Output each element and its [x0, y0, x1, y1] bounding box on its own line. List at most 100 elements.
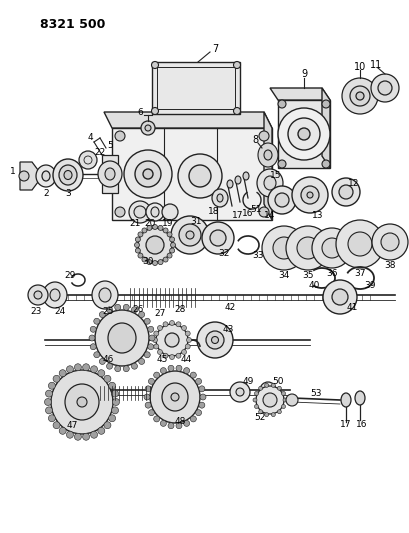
Circle shape [145, 402, 151, 408]
Circle shape [147, 344, 153, 350]
Circle shape [108, 382, 115, 389]
Circle shape [45, 390, 52, 397]
Ellipse shape [257, 143, 277, 167]
Circle shape [138, 312, 144, 318]
Text: 46: 46 [102, 356, 113, 365]
Circle shape [106, 307, 112, 313]
Text: 35: 35 [301, 271, 313, 280]
Text: 11: 11 [369, 60, 381, 70]
Circle shape [153, 331, 158, 336]
Circle shape [277, 160, 285, 168]
Circle shape [254, 392, 258, 395]
Text: 5: 5 [107, 141, 112, 149]
Circle shape [141, 121, 155, 135]
Text: 51: 51 [249, 206, 261, 214]
Ellipse shape [146, 236, 164, 254]
Circle shape [276, 410, 281, 414]
Circle shape [48, 382, 55, 389]
Circle shape [144, 352, 150, 358]
Circle shape [99, 312, 105, 318]
Text: 8: 8 [251, 135, 257, 145]
Circle shape [131, 307, 137, 313]
Circle shape [321, 100, 329, 108]
Polygon shape [270, 88, 329, 100]
Ellipse shape [171, 393, 179, 401]
Text: 32: 32 [218, 249, 229, 259]
Text: 39: 39 [363, 280, 375, 289]
Polygon shape [104, 112, 271, 128]
Text: 28: 28 [174, 305, 185, 314]
Ellipse shape [164, 333, 179, 347]
Ellipse shape [129, 201, 151, 223]
Circle shape [168, 365, 173, 372]
Text: 30: 30 [142, 257, 153, 266]
Ellipse shape [138, 228, 172, 262]
Ellipse shape [155, 324, 188, 356]
Circle shape [175, 423, 182, 429]
Ellipse shape [272, 237, 294, 259]
Text: 37: 37 [353, 270, 365, 279]
Circle shape [282, 398, 286, 402]
Ellipse shape [51, 370, 113, 434]
Circle shape [185, 331, 190, 336]
Ellipse shape [59, 165, 77, 185]
Text: 52: 52 [254, 414, 265, 423]
Text: 15: 15 [270, 172, 281, 181]
Ellipse shape [95, 310, 148, 366]
Text: 6: 6 [137, 108, 142, 117]
Circle shape [252, 398, 256, 402]
Text: 17: 17 [339, 421, 351, 430]
Circle shape [137, 253, 143, 258]
Ellipse shape [150, 371, 200, 423]
Ellipse shape [259, 382, 275, 398]
Circle shape [108, 415, 115, 422]
Text: 26: 26 [132, 305, 143, 314]
Ellipse shape [211, 336, 218, 343]
Ellipse shape [124, 150, 172, 198]
Ellipse shape [143, 169, 153, 179]
Text: 53: 53 [310, 390, 321, 399]
Circle shape [131, 363, 137, 369]
Text: 24: 24 [54, 308, 65, 317]
Text: 33: 33 [252, 252, 263, 261]
Circle shape [175, 365, 182, 372]
Text: 49: 49 [242, 377, 253, 386]
Circle shape [111, 407, 118, 414]
Circle shape [166, 253, 172, 258]
Circle shape [115, 304, 120, 310]
Circle shape [264, 383, 268, 387]
Ellipse shape [347, 232, 371, 256]
Circle shape [186, 337, 191, 343]
Circle shape [90, 431, 97, 438]
Circle shape [135, 248, 140, 253]
Circle shape [190, 372, 196, 378]
Ellipse shape [98, 161, 122, 187]
Circle shape [370, 74, 398, 102]
Text: 45: 45 [156, 356, 167, 365]
Circle shape [74, 433, 81, 440]
Circle shape [123, 366, 129, 372]
Circle shape [271, 383, 275, 387]
Circle shape [151, 108, 158, 115]
Ellipse shape [162, 204, 178, 220]
Circle shape [151, 61, 158, 69]
Ellipse shape [297, 128, 309, 140]
Text: 50: 50 [272, 377, 283, 386]
Circle shape [200, 394, 205, 400]
Circle shape [157, 350, 162, 354]
Circle shape [79, 151, 97, 169]
Circle shape [89, 335, 95, 341]
Ellipse shape [211, 189, 227, 207]
Text: 40: 40 [308, 281, 319, 290]
Text: 12: 12 [348, 180, 359, 189]
Circle shape [59, 427, 66, 434]
Circle shape [190, 416, 196, 422]
Ellipse shape [179, 224, 200, 246]
Text: 47: 47 [66, 422, 77, 431]
Ellipse shape [300, 186, 318, 204]
Ellipse shape [263, 176, 275, 190]
Circle shape [148, 335, 155, 341]
Polygon shape [102, 155, 118, 193]
Ellipse shape [255, 386, 283, 414]
Circle shape [169, 248, 174, 253]
